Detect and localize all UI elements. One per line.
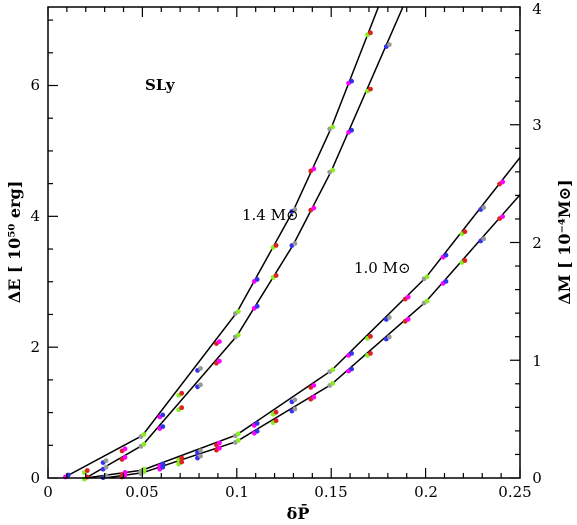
x-tick-label-1: 0.05	[125, 483, 158, 501]
x-tick-label-2: 0.1	[225, 483, 249, 501]
data-point	[160, 412, 166, 418]
eos-label: SLy	[145, 76, 176, 94]
data-point	[235, 332, 241, 338]
y-right-tick-label-3: 3	[532, 116, 542, 134]
y-left-tick-label-1: 2	[30, 338, 40, 356]
data-point	[386, 315, 392, 320]
data-point	[330, 167, 336, 173]
data-point	[84, 468, 90, 473]
data-point	[368, 30, 373, 36]
data-point	[160, 424, 166, 429]
data-point	[198, 448, 203, 454]
y-left-tick-label-0: 0	[30, 469, 40, 487]
data-point	[179, 390, 185, 396]
data-point	[179, 459, 185, 465]
data-point	[160, 464, 166, 470]
y-right-tick-label-0: 0	[532, 469, 542, 487]
data-point	[349, 366, 354, 372]
y-left-tick-label-2: 4	[30, 207, 40, 225]
fit-curve-1.0-upper	[85, 157, 521, 479]
data-point	[254, 421, 260, 426]
plot-frame	[47, 6, 521, 479]
data-point	[330, 381, 336, 386]
y-right-axis-title: ΔM [ 10⁻⁴M⊙]	[555, 179, 574, 304]
y-left-tick-label-3: 6	[30, 76, 40, 94]
data-point	[311, 394, 317, 400]
data-point	[198, 453, 203, 459]
data-point	[424, 298, 430, 304]
data-point	[141, 441, 147, 447]
data-point	[330, 124, 336, 130]
x-tick-label-3: 0.15	[314, 483, 347, 501]
data-point	[217, 358, 222, 364]
data-point	[273, 273, 279, 278]
data-point	[462, 258, 468, 263]
data-point	[311, 383, 317, 388]
data-point	[500, 214, 505, 220]
x-tick-label-5: 0.25	[498, 483, 531, 501]
data-point	[235, 438, 241, 443]
data-point	[217, 339, 222, 344]
data-point	[122, 446, 128, 452]
data-point	[273, 243, 279, 248]
data-point	[235, 431, 241, 437]
data-point	[330, 367, 336, 373]
fit-curve-1.4-upper	[66, 6, 380, 477]
data-point	[217, 445, 222, 451]
data-point	[368, 351, 373, 356]
data-point	[103, 458, 109, 463]
data-point	[386, 334, 392, 340]
data-point	[292, 397, 298, 403]
data-point	[386, 42, 392, 47]
data-point	[198, 382, 203, 388]
data-point	[500, 179, 505, 185]
data-point	[160, 461, 166, 467]
data-point	[462, 229, 468, 235]
data-point	[273, 409, 279, 415]
data-point	[368, 334, 373, 339]
x-axis-title: δP̄	[287, 503, 310, 523]
y-right-tick-label-4: 4	[532, 0, 542, 18]
data-point	[349, 78, 354, 84]
data-point	[103, 464, 109, 470]
data-point	[368, 86, 373, 92]
data-point	[217, 440, 222, 446]
data-point	[311, 166, 317, 172]
data-point	[179, 455, 185, 461]
x-tick-label-4: 0.2	[414, 483, 438, 501]
data-points	[63, 30, 505, 482]
data-point	[349, 351, 354, 356]
data-point	[141, 432, 147, 437]
data-point	[179, 405, 185, 411]
curve-label-1.4: 1.4 M⊙	[242, 206, 299, 224]
data-point	[292, 406, 298, 412]
data-point	[405, 316, 411, 322]
data-point	[198, 366, 203, 371]
data-point	[311, 205, 317, 211]
fit-curve-1.4-lower	[85, 6, 404, 479]
data-point	[235, 309, 241, 314]
data-point	[443, 252, 449, 258]
data-point	[405, 294, 411, 300]
data-point	[349, 127, 354, 133]
curve-label-1.0: 1.0 M⊙	[354, 259, 411, 277]
axis-ticks	[47, 6, 521, 479]
data-point	[254, 428, 260, 434]
data-point	[122, 455, 128, 460]
data-point	[481, 205, 487, 210]
y-left-axis-title: ΔE [ 10⁵⁰ erg]	[5, 181, 24, 304]
data-point	[424, 274, 430, 280]
data-point	[273, 418, 279, 424]
data-point	[292, 207, 298, 212]
data-point	[481, 236, 487, 242]
x-tick-label-0: 0	[43, 483, 53, 501]
y-right-tick-label-2: 2	[532, 234, 542, 252]
data-point	[292, 241, 298, 246]
data-point	[254, 277, 260, 282]
data-point	[254, 303, 260, 309]
data-point	[443, 279, 449, 284]
y-right-tick-label-1: 1	[532, 352, 542, 370]
